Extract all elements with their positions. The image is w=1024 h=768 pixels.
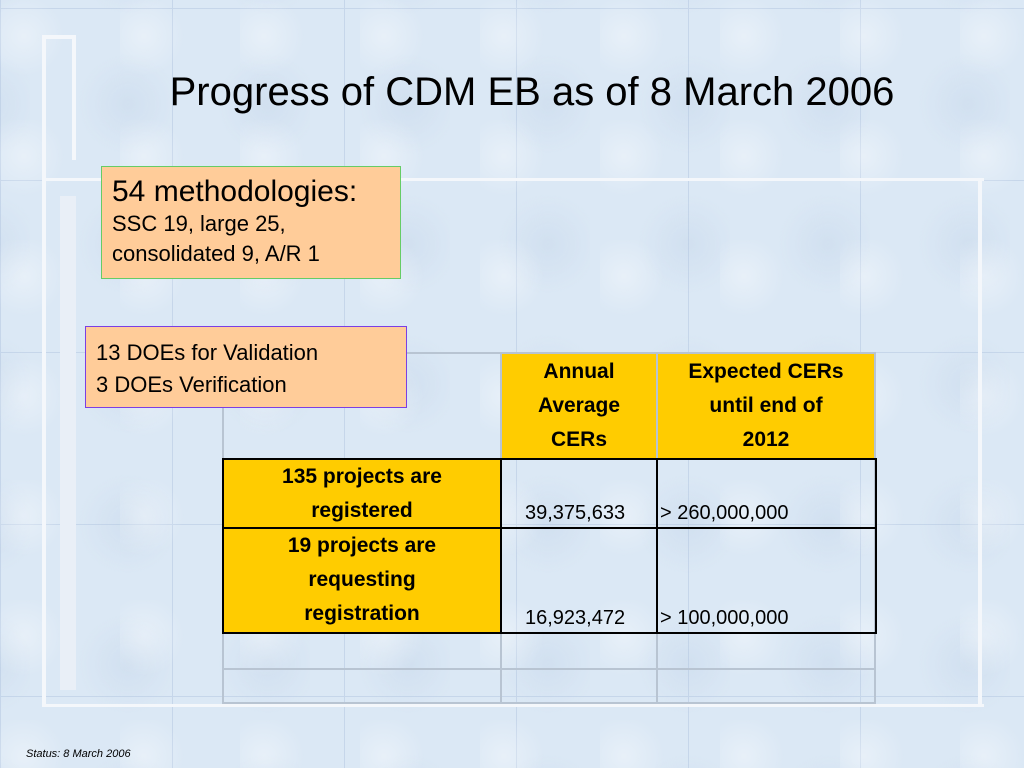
methodologies-box: 54 methodologies: SSC 19, large 25, cons… — [101, 166, 401, 279]
row-2-label-line-3: registration — [304, 602, 420, 625]
methodologies-line-2: consolidated 9, A/R 1 — [112, 241, 320, 266]
row-2-label-cell: 19 projects are requesting registration — [224, 529, 500, 632]
frame-top-left-stub — [42, 35, 76, 39]
row-2-annual-value: 16,923,472 — [525, 607, 626, 629]
data-col-divider-2 — [656, 458, 658, 634]
row-1-annual-value: 39,375,633 — [525, 502, 626, 524]
frame-vertical-second — [60, 196, 76, 690]
grid-row-line-1 — [222, 668, 876, 670]
header-annual-line-3: CERs — [550, 428, 608, 451]
row-1-label-line-1: 135 projects are — [282, 465, 442, 488]
data-col-divider-1 — [500, 458, 502, 634]
page-title: Progress of CDM EB as of 8 March 2006 — [169, 70, 895, 114]
frame-vertical-left — [42, 35, 46, 707]
row-1-label-cell: 135 projects are registered — [224, 460, 500, 527]
frame-horizontal-bottom — [42, 704, 984, 707]
data-region-border — [222, 458, 877, 634]
row-2-label-line-2: requesting — [308, 568, 416, 591]
row-1-expected-value: > 260,000,000 — [660, 502, 789, 524]
row-1-label-line-2: registered — [311, 499, 413, 522]
row-2-expected-value: > 100,000,000 — [660, 607, 789, 629]
methodologies-heading: 54 methodologies: — [112, 175, 358, 208]
header-expected-line-2: until end of — [709, 394, 823, 417]
frame-horizontal-mid — [42, 178, 984, 181]
does-line-2: 3 DOEs Verification — [96, 372, 287, 397]
header-annual-line-2: Average — [537, 394, 621, 417]
row-2-label-line-1: 19 projects are — [287, 534, 437, 557]
header-annual-line-1: Annual — [543, 360, 615, 383]
header-expected-line-1: Expected CERs — [688, 360, 844, 383]
header-annual-cell: Annual Average CERs — [502, 354, 656, 458]
does-box: 13 DOEs for Validation 3 DOEs Verificati… — [85, 326, 407, 408]
header-expected-line-3: 2012 — [742, 428, 790, 451]
frame-vertical-right — [978, 178, 982, 706]
header-expected-cell: Expected CERs until end of 2012 — [658, 354, 874, 458]
data-row-divider — [222, 527, 877, 529]
methodologies-line-1: SSC 19, large 25, — [112, 211, 286, 236]
status-footer: Status: 8 March 2006 — [26, 748, 131, 760]
frame-vertical-inner — [72, 35, 76, 160]
does-line-1: 13 DOEs for Validation — [96, 340, 319, 365]
